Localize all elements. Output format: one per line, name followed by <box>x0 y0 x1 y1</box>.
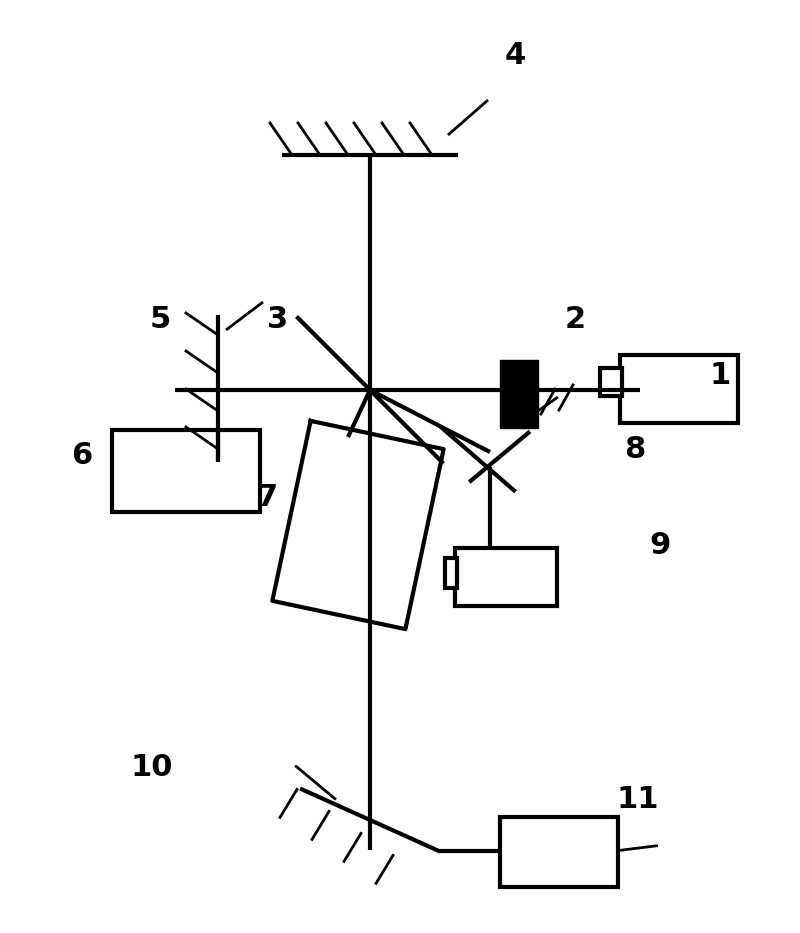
Text: 5: 5 <box>150 305 170 335</box>
Text: 10: 10 <box>130 754 174 783</box>
Text: 11: 11 <box>617 786 659 815</box>
Text: 8: 8 <box>624 436 646 465</box>
Text: 4: 4 <box>504 40 526 69</box>
Bar <box>455 548 557 606</box>
Bar <box>500 816 618 886</box>
Text: 1: 1 <box>710 360 730 389</box>
Bar <box>445 558 457 588</box>
Bar <box>600 368 622 396</box>
Text: 9: 9 <box>650 531 670 560</box>
Bar <box>112 430 260 512</box>
Text: 3: 3 <box>267 305 289 335</box>
Bar <box>620 355 738 423</box>
Bar <box>500 360 538 428</box>
Text: 7: 7 <box>258 483 278 512</box>
Text: 6: 6 <box>71 440 93 469</box>
Text: 2: 2 <box>565 305 586 335</box>
